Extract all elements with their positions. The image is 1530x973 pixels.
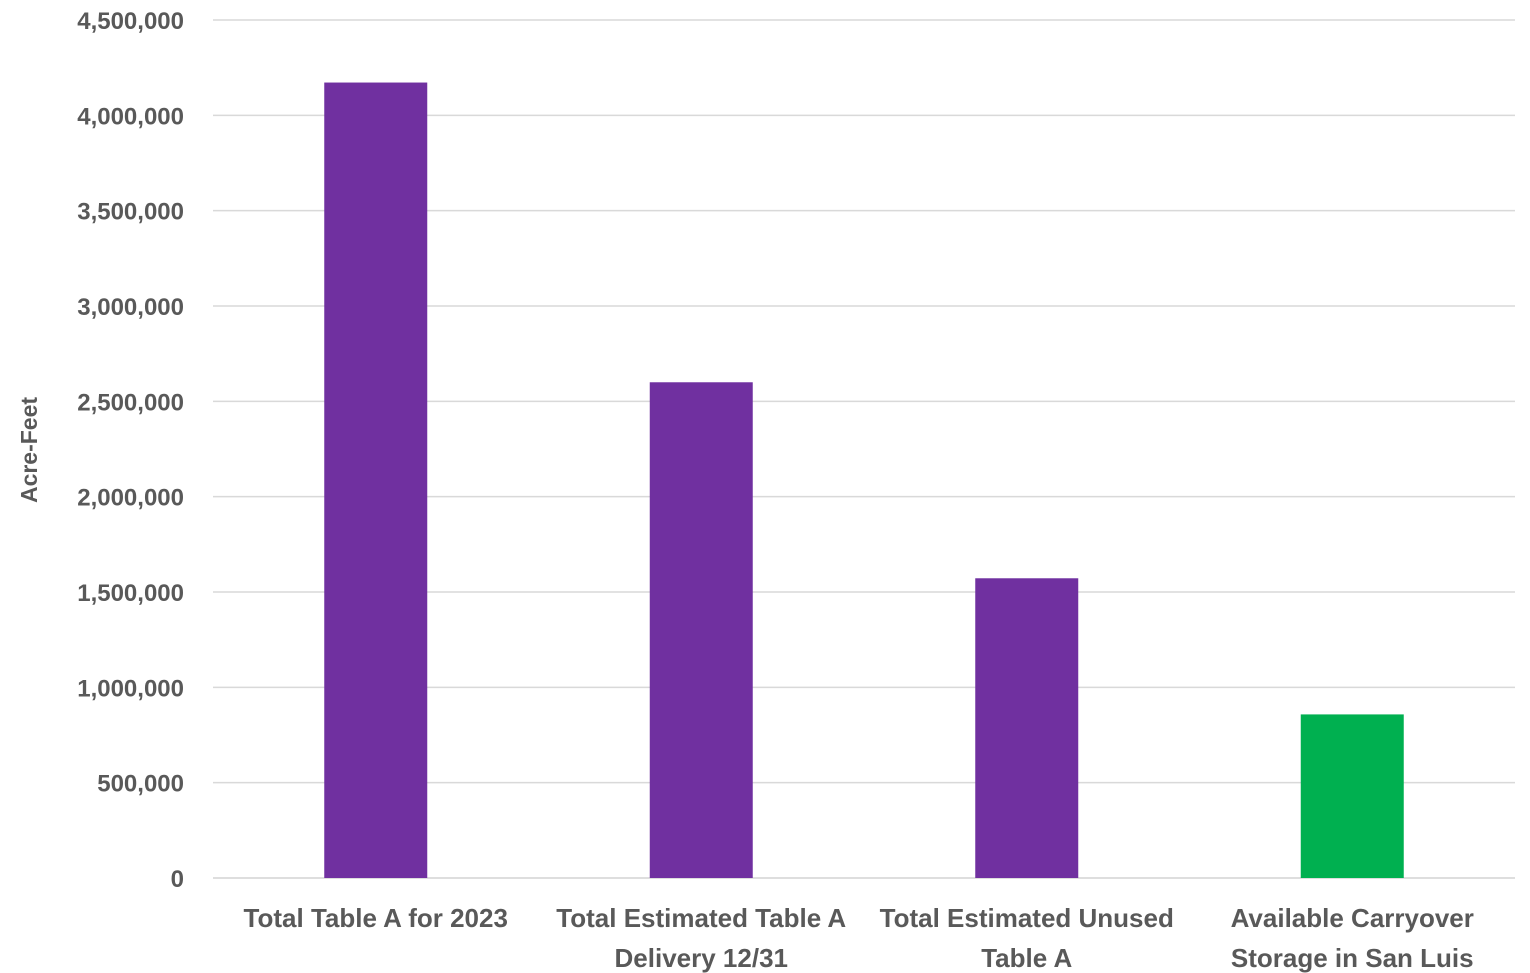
bar — [649, 382, 753, 878]
x-category-label: Total Estimated Unused Table A — [880, 903, 1174, 973]
y-tick-label: 4,000,000 — [77, 103, 184, 130]
x-axis-labels: Total Table A for 2023 Total Estimated Ta… — [244, 903, 1474, 973]
y-tick-label: 1,000,000 — [77, 675, 184, 702]
y-tick-label: 1,500,000 — [77, 580, 184, 607]
bars — [324, 82, 1404, 878]
y-axis-title: Acre-Feet — [16, 397, 42, 503]
y-axis-ticks: 0 500,000 1,000,000 1,500,000 2,000,000 2,500… — [77, 8, 184, 893]
y-tick-label: 4,500,000 — [77, 8, 184, 35]
x-category-label: Available Carryover Storage in San Luis — [1231, 903, 1474, 973]
bar — [1300, 714, 1404, 878]
bar — [975, 578, 1079, 878]
y-tick-label: 3,000,000 — [77, 294, 184, 321]
y-tick-label: 2,000,000 — [77, 485, 184, 512]
bar — [324, 82, 428, 878]
x-category-label: Total Estimated Table A Delivery 12/31 — [556, 903, 846, 973]
y-tick-label: 3,500,000 — [77, 199, 184, 226]
y-tick-label: 0 — [171, 866, 184, 893]
y-tick-label: 500,000 — [97, 771, 184, 798]
y-tick-label: 2,500,000 — [77, 389, 184, 416]
gridlines — [213, 19, 1515, 879]
x-category-label: Total Table A for 2023 — [244, 903, 508, 933]
